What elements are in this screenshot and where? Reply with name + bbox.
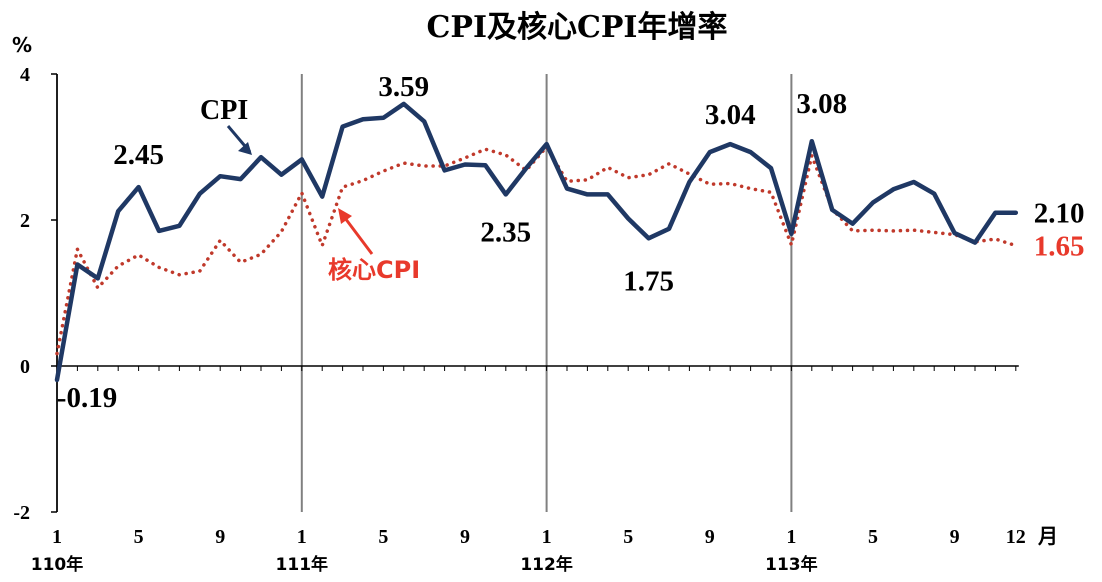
x-tick-label-10: 5 (868, 526, 878, 548)
x-tick-label-6: 1 (542, 526, 552, 548)
annotation-label-1: 2.45 (113, 139, 164, 171)
annotation-label-8: 1.65 (1034, 231, 1085, 263)
x-axis-unit: 月 (1037, 524, 1058, 548)
series-label-core-arrowhead (338, 208, 352, 224)
series-lines (54, 101, 1019, 383)
y-tick-label-3: -2 (13, 502, 30, 524)
year-label-2: 112年 (520, 554, 573, 575)
annotation-label-6: 3.08 (796, 88, 847, 120)
x-tick-label-0: 1 (52, 526, 62, 548)
y-tick-label-0: 4 (20, 64, 30, 86)
data-annotations: -0.19 2.45 3.59 2.35 1.75 3.04 3.08 2.101.65 (57, 71, 1085, 414)
axes (51, 73, 1019, 513)
x-tick-label-9: 1 (786, 526, 796, 548)
series-label-cpi: CPI (200, 95, 248, 126)
annotation-label-4: 1.75 (623, 265, 674, 297)
series-label-core-arrow (340, 213, 374, 255)
annotation-label-7: 2.10 (1034, 198, 1085, 230)
x-tick-labels: 1 5 9 1 5 9 1 5 9 1 5 9 12 (52, 526, 1026, 548)
y-tick-label-2: 0 (20, 356, 30, 378)
series-label-core-group: 核心CPI (328, 208, 420, 284)
annotation-label-0: -0.19 (57, 382, 117, 414)
series-label-cpi-arrowhead (238, 142, 252, 155)
series-line-0 (54, 101, 1019, 383)
year-label-0: 110年 (31, 554, 84, 575)
series-line-1 (55, 145, 1018, 356)
series-label-cpi-group: CPI (200, 95, 252, 155)
annotation-label-3: 2.35 (480, 216, 531, 248)
x-tick-label-8: 9 (705, 526, 715, 548)
year-label-1: 111年 (276, 554, 329, 575)
annotation-label-5: 3.04 (705, 99, 756, 131)
x-tick-label-5: 9 (460, 526, 470, 548)
x-tick-label-1: 5 (134, 526, 144, 548)
x-tick-label-3: 1 (297, 526, 307, 548)
year-labels: 110年 111年 112年 113年 (31, 554, 818, 575)
series-label-core-cpi: 核心CPI (328, 256, 420, 284)
y-axis-unit: % (12, 33, 32, 57)
x-tick-label-11: 9 (950, 526, 960, 548)
x-tick-label-7: 5 (623, 526, 633, 548)
y-tick-label-1: 2 (20, 210, 30, 232)
x-tick-label-2: 9 (215, 526, 225, 548)
chart-title: CPI及核心CPI年增率 (427, 10, 728, 45)
annotation-label-2: 3.59 (378, 71, 429, 103)
x-tick-label-12: 12 (1006, 526, 1026, 548)
x-tick-label-4: 5 (378, 526, 388, 548)
y-tick-labels: 4 2 0 -2 (13, 64, 30, 524)
year-label-3: 113年 (765, 554, 818, 575)
year-dividers (56, 74, 793, 512)
